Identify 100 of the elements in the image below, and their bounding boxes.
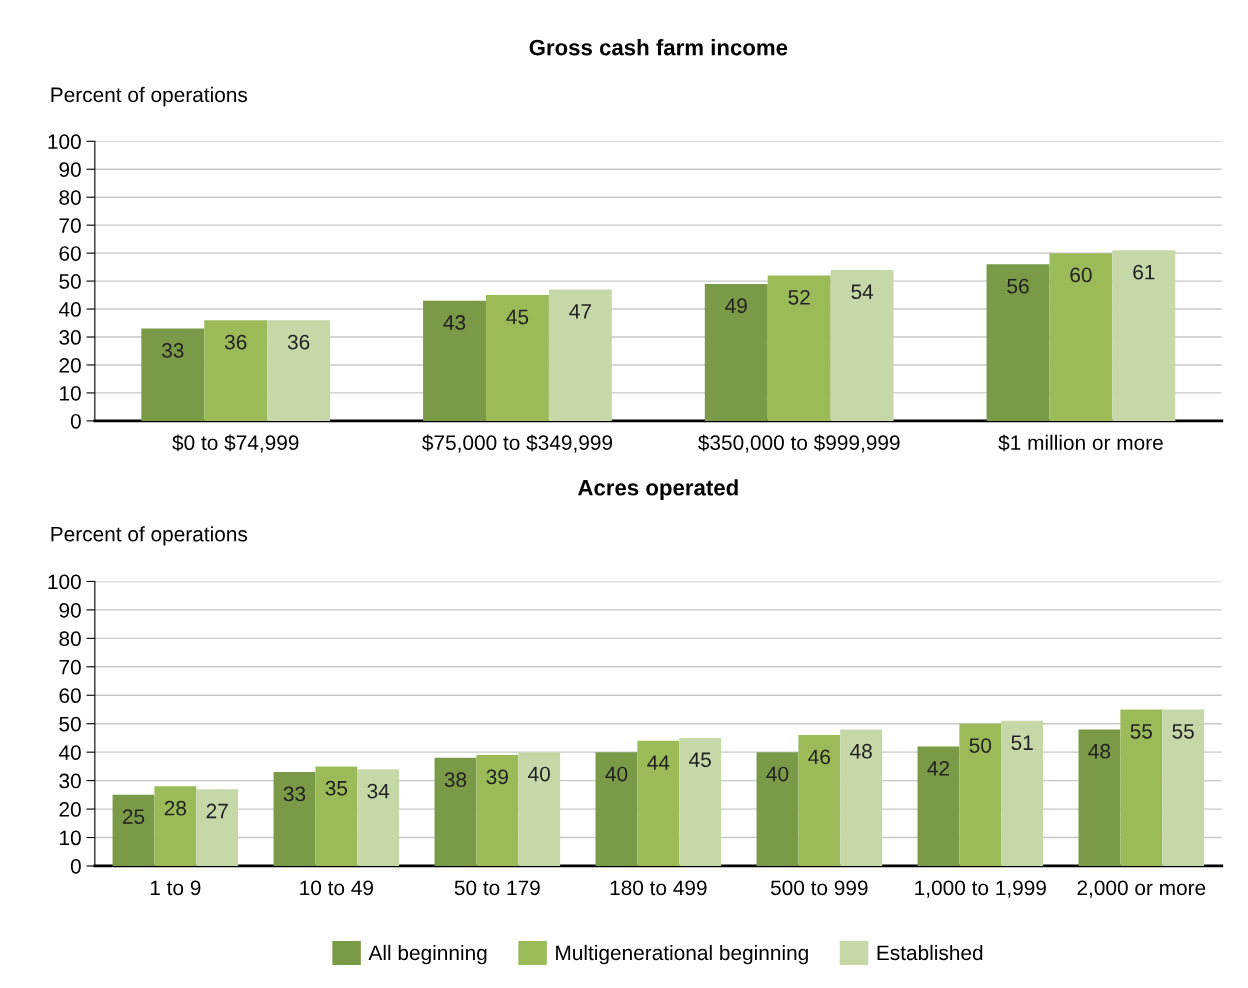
y-tick-label: 80 (59, 190, 81, 205)
x-tick-label: $0 to $74,999 (172, 434, 299, 453)
bar (154, 786, 197, 866)
y-tick-label: 20 (59, 357, 81, 373)
data-label: 48 (1088, 743, 1111, 759)
data-label: 55 (1130, 724, 1153, 739)
x-tick-label: 1 to 9 (150, 880, 201, 896)
bar (1078, 729, 1121, 866)
data-label: 40 (605, 766, 628, 782)
y-tick-label: 100 (48, 134, 81, 150)
x-tick-label: 50 to 179 (454, 880, 540, 896)
legend-label: All beginning (368, 944, 487, 965)
data-label: 45 (506, 309, 529, 325)
x-tick-label: 180 to 499 (610, 880, 707, 896)
data-label: 42 (927, 760, 949, 776)
bar (204, 320, 268, 421)
bar (315, 766, 358, 866)
data-label: 27 (206, 803, 228, 819)
bar (756, 752, 799, 866)
x-tick-label: $350,000 to $999,999 (698, 434, 900, 453)
data-label: 40 (766, 766, 789, 782)
data-label: 33 (283, 786, 306, 802)
bar (959, 723, 1002, 866)
y-tick-label: 0 (70, 858, 81, 874)
bar (423, 300, 486, 421)
data-label: 34 (367, 783, 390, 799)
y-tick-label: 10 (60, 830, 81, 846)
bar (196, 789, 239, 866)
data-label: 55 (1172, 724, 1194, 739)
bar (548, 289, 612, 421)
bar (1120, 709, 1163, 866)
data-label: 56 (1007, 278, 1029, 294)
bar (798, 735, 841, 866)
bar (434, 757, 477, 866)
y-tick-label: 20 (59, 802, 81, 817)
data-label: 33 (162, 343, 184, 358)
data-label: 54 (851, 284, 874, 300)
x-tick-label: $75,000 to $349,999 (422, 434, 613, 453)
bar (986, 264, 1050, 421)
data-label: 36 (287, 334, 310, 350)
data-label: 60 (1070, 267, 1092, 283)
y-tick-label: 40 (58, 745, 81, 760)
x-tick-label: 1,000 to 1,999 (915, 880, 1046, 898)
x-tick-label: 10 to 49 (300, 880, 373, 896)
chart-title: Gross cash farm income (529, 39, 788, 56)
bar (595, 752, 638, 866)
bar (840, 729, 883, 866)
data-label: 43 (443, 315, 466, 330)
data-label: 52 (788, 289, 810, 305)
data-label: 46 (808, 749, 830, 765)
data-label: 51 (1011, 735, 1033, 751)
bar (476, 755, 519, 866)
y-tick-label: 30 (59, 330, 81, 345)
y-tick-label: 50 (59, 274, 81, 289)
y-tick-label: 10 (60, 385, 81, 401)
bar (704, 283, 768, 421)
x-tick-label: $1 million or more (998, 434, 1163, 452)
bar (1162, 709, 1205, 866)
data-label: 35 (325, 780, 348, 796)
x-tick-label: 2,000 or more (1077, 880, 1206, 898)
y-tick-label: 50 (59, 716, 81, 732)
bar (917, 746, 960, 866)
bar (485, 295, 549, 421)
data-label: 45 (689, 752, 711, 768)
data-label: 28 (164, 800, 187, 816)
chart-title: Acres operated (577, 479, 738, 500)
data-label: 61 (1133, 264, 1155, 280)
data-label: 39 (486, 769, 508, 785)
y-tick-label: 70 (59, 218, 81, 233)
bar (767, 275, 831, 421)
data-label: 50 (969, 738, 992, 753)
y-tick-label: 80 (59, 631, 81, 647)
y-tick-label: 90 (59, 602, 81, 618)
bar (679, 737, 722, 866)
y-tick-label: 30 (59, 773, 81, 789)
data-label: 47 (569, 304, 591, 319)
y-tick-label: 40 (58, 302, 81, 317)
bar (357, 769, 400, 866)
x-tick-label: 500 to 999 (770, 880, 868, 896)
legend-label: Multigenerational beginning (556, 944, 808, 965)
data-label: 49 (725, 298, 747, 314)
legend-label: Established (877, 944, 983, 961)
bar (112, 794, 155, 866)
bar (637, 740, 680, 866)
bar (273, 772, 316, 866)
y-tick-label: 60 (59, 246, 81, 261)
bar (1049, 253, 1113, 421)
data-label: 48 (850, 743, 872, 759)
y-tick-label: 70 (59, 659, 81, 675)
data-label: 38 (444, 772, 467, 788)
bar (1001, 720, 1044, 866)
y-axis-title: Percent of operations (51, 526, 248, 546)
y-tick-label: 60 (59, 688, 81, 704)
bar (1112, 250, 1176, 421)
y-tick-label: 100 (48, 574, 81, 590)
y-tick-label: 0 (70, 413, 81, 429)
data-label: 44 (647, 755, 670, 770)
data-label: 40 (528, 766, 550, 782)
data-label: 25 (122, 809, 145, 825)
bar (141, 328, 205, 421)
